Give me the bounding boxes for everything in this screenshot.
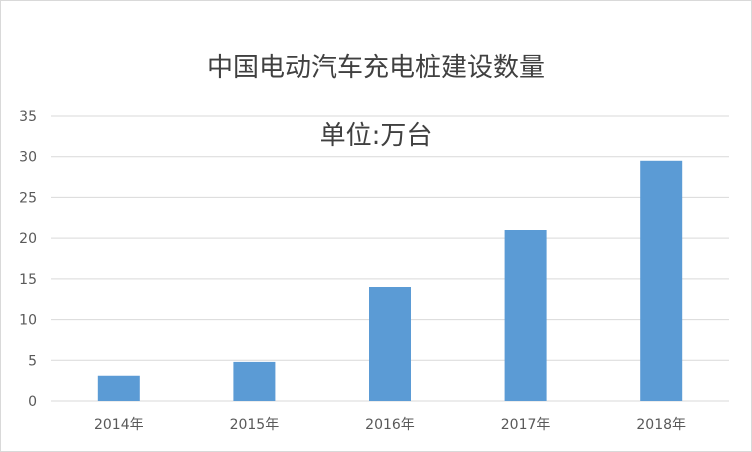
bar <box>97 375 140 401</box>
y-tick-label: 0 <box>28 394 37 410</box>
y-tick-label: 10 <box>19 313 37 329</box>
bar <box>504 230 547 401</box>
y-tick-label: 35 <box>19 109 37 125</box>
x-tick-label: 2017年 <box>501 417 551 433</box>
bar <box>369 287 411 401</box>
y-tick-label: 5 <box>28 353 37 369</box>
x-tick-label: 2016年 <box>365 417 415 433</box>
chart-subtitle: 单位:万台 <box>319 121 433 151</box>
y-tick-label: 25 <box>19 190 37 206</box>
chart-title: 中国电动汽车充电桩建设数量 单位:万台 <box>1 17 751 153</box>
y-tick-label: 15 <box>19 272 37 288</box>
bar <box>233 361 276 401</box>
x-tick-label: 2018年 <box>636 417 686 433</box>
y-tick-label: 20 <box>19 231 37 247</box>
x-tick-label: 2015年 <box>230 417 280 433</box>
bar <box>640 160 683 401</box>
y-tick-label: 30 <box>19 150 37 166</box>
x-tick-label: 2014年 <box>94 417 144 433</box>
chart-title-main: 中国电动汽车充电桩建设数量 <box>206 53 545 83</box>
